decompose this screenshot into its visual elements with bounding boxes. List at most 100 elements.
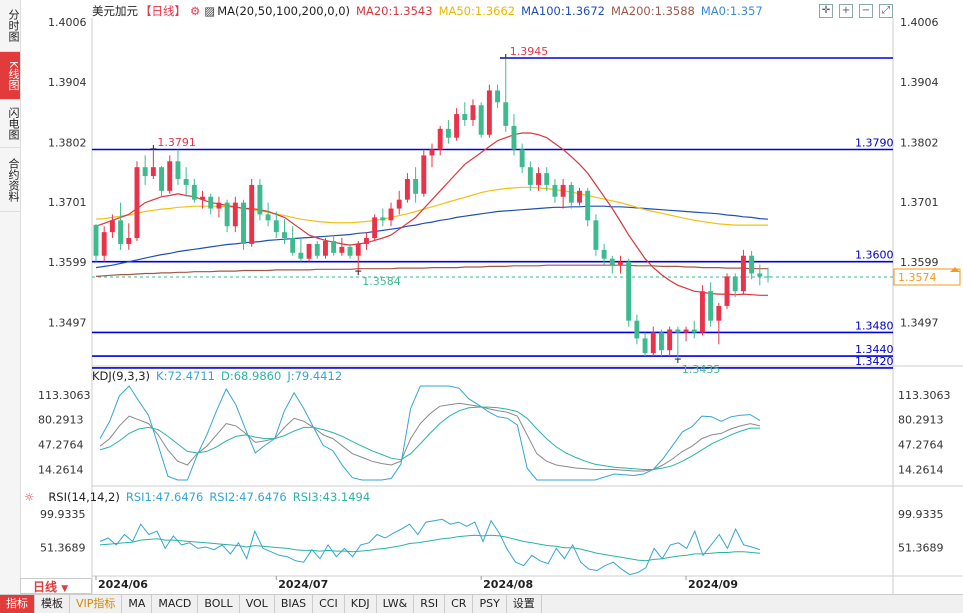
- chart-canvas[interactable]: 1.4006 1.4006 1.3904 1.3904 1.3802 1.3802 1.37…: [0, 0, 963, 594]
- candle-body-59: [577, 190, 582, 203]
- candle-body-40: [421, 155, 427, 194]
- candle-body-47: [478, 105, 484, 135]
- rsi-header: ☼ RSI(14,14,2) RSI1:47.6476 RSI2:47.6476 RSI…: [24, 490, 376, 504]
- rsi-title: RSI(14,14,2): [48, 490, 120, 504]
- rsi-tick-left-1: 51.3689: [40, 541, 86, 554]
- candle-body-35: [380, 217, 386, 221]
- kdj-tick-right-2: 47.2764: [898, 438, 944, 451]
- candle-body-13: [200, 196, 205, 200]
- kdj-k-value: K:72.4711: [156, 369, 216, 383]
- candle-body-30: [339, 246, 345, 253]
- candle-body-39: [413, 179, 419, 194]
- candle-body-8: [159, 167, 165, 191]
- toolbar-item-8[interactable]: CCI: [313, 595, 345, 613]
- ma100-value: MA100:1.3672: [521, 4, 605, 18]
- toolbar-item-6[interactable]: VOL: [240, 595, 275, 613]
- tab-timeshare[interactable]: 分时图: [0, 0, 20, 52]
- add-icon[interactable]: +: [839, 4, 853, 18]
- toolbar-item-9[interactable]: KDJ: [345, 595, 377, 613]
- toolbar-item-2[interactable]: VIP指标: [70, 595, 123, 613]
- x-tick-0: 2024/06: [98, 578, 148, 591]
- settings-icon[interactable]: ⚙: [190, 4, 201, 18]
- candle-body-10: [175, 161, 181, 180]
- candle-body-7: [150, 167, 156, 177]
- candle-body-2: [109, 220, 115, 233]
- crosshair-icon[interactable]: ✛: [819, 4, 833, 18]
- toolbar-item-1[interactable]: 模板: [35, 595, 70, 613]
- candle-body-49: [495, 90, 501, 103]
- candle-body-26: [306, 243, 312, 259]
- toolbar-item-10[interactable]: LW&: [377, 595, 415, 613]
- candle-body-70: [667, 329, 673, 351]
- candle-body-64: [618, 261, 623, 265]
- tab-contract-info[interactable]: 合约资料: [0, 148, 20, 212]
- kdj-tick-left-3: 14.2614: [38, 463, 84, 476]
- toolbar-item-4[interactable]: MACD: [152, 595, 199, 613]
- candle-body-52: [519, 149, 525, 168]
- chevron-down-icon: ▼: [61, 584, 69, 594]
- toolbar-item-3[interactable]: MA: [122, 595, 153, 613]
- indicator-toolbar: 指标 模板 VIP指标 MA MACD BOLL VOL BIAS CCI KDJ LW& RSI CR…: [0, 594, 963, 613]
- candle-body-36: [388, 208, 394, 221]
- price-tick-right-4: 1.3599: [900, 256, 939, 269]
- toolbar-item-0[interactable]: 指标: [0, 595, 35, 613]
- candle-body-61: [593, 220, 599, 250]
- candle-body-20: [257, 184, 263, 215]
- candle-body-18: [241, 202, 246, 244]
- candle-body-17: [232, 202, 238, 227]
- tab-flash[interactable]: 闪电图: [0, 100, 20, 148]
- period-selector[interactable]: 日线 ▼: [20, 578, 92, 594]
- candle-body-77: [724, 276, 730, 306]
- tab-kline[interactable]: K线图: [0, 52, 20, 100]
- price-tick-right-3: 1.3701: [900, 196, 939, 209]
- toolbar-item-14[interactable]: 设置: [507, 595, 542, 613]
- candle-body-28: [323, 240, 328, 256]
- rsi-tick-right-0: 99.9335: [898, 508, 944, 521]
- candle-body-44: [454, 114, 460, 138]
- fullscreen-icon[interactable]: ⤢: [879, 4, 893, 18]
- ma200-value: MA200:1.3588: [610, 4, 695, 18]
- candle-body-71: [675, 329, 681, 333]
- candle-body-19: [249, 184, 255, 244]
- price-tick-right-0: 1.4006: [900, 16, 939, 29]
- price-tick-left-3: 1.3701: [48, 196, 87, 209]
- candle-body-63: [609, 258, 615, 265]
- toolbar-item-11[interactable]: RSI: [414, 595, 446, 613]
- toolbar-item-13[interactable]: PSY: [473, 595, 507, 613]
- candle-body-14: [208, 196, 214, 209]
- kdj-series-1: [99, 406, 760, 470]
- window-controls: ✛ + − ⤢: [813, 2, 893, 18]
- candle-body-54: [536, 173, 541, 185]
- kdj-j-value: J:79.4412: [287, 369, 343, 383]
- candle-body-82: [765, 276, 771, 278]
- kdj-tick-right-3: 14.2614: [898, 463, 944, 476]
- candle-body-34: [372, 217, 378, 239]
- candle-body-75: [708, 291, 714, 321]
- kdj-tick-left-0: 113.3063: [38, 389, 91, 402]
- annotation-label-3: 1.3435: [682, 363, 721, 376]
- kdj-tick-right-0: 113.3063: [898, 389, 951, 402]
- price-tick-right-1: 1.3904: [900, 76, 939, 89]
- kdj-tick-left-1: 80.2913: [38, 414, 84, 427]
- annotation-label-1: 1.3791: [157, 136, 196, 149]
- rsi-settings-icon[interactable]: ☼: [24, 490, 35, 504]
- toolbar-item-12[interactable]: CR: [445, 595, 474, 613]
- candle-body-9: [167, 161, 173, 191]
- candle-body-45: [462, 114, 468, 120]
- candle-body-12: [191, 184, 197, 200]
- candle-body-5: [134, 167, 140, 239]
- toolbar-item-5[interactable]: BOLL: [198, 595, 240, 613]
- candle-body-76: [716, 305, 722, 321]
- candle-body-33: [363, 238, 369, 244]
- candle-body-31: [347, 246, 353, 256]
- candle-body-53: [527, 167, 533, 185]
- candle-body-23: [282, 232, 287, 239]
- candle-body-62: [601, 249, 607, 259]
- hline-label-1: 1.3790: [855, 137, 894, 150]
- minus-icon[interactable]: −: [859, 4, 873, 18]
- toolbar-item-7[interactable]: BIAS: [275, 595, 314, 613]
- ma-toggle-icon[interactable]: ▨: [204, 4, 216, 18]
- ma-title: MA(20,50,100,200,0,0): [217, 4, 351, 18]
- candle-body-1: [101, 232, 107, 256]
